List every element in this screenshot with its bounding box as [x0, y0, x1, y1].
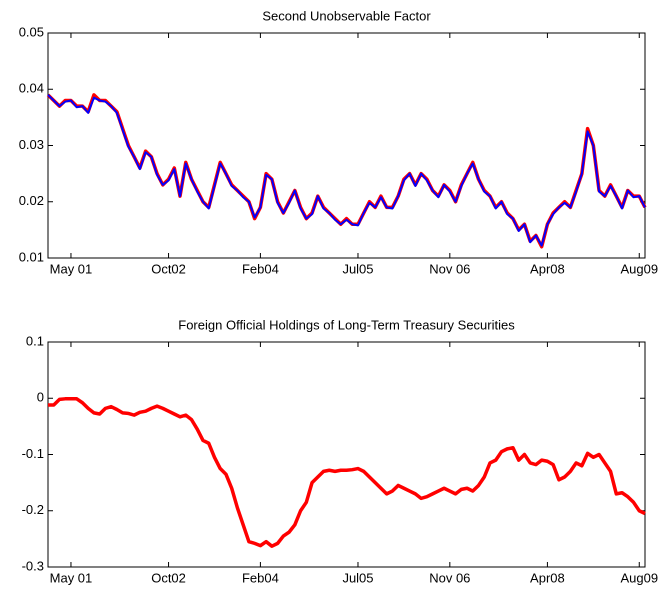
data-line	[47, 94, 646, 247]
plot-area	[47, 32, 646, 259]
plot-area	[47, 341, 646, 568]
x-tick-label: Oct02	[151, 261, 186, 276]
y-tick-label: 0.03	[19, 137, 44, 152]
x-tick-label: Aug09	[620, 570, 658, 585]
x-tick-label: Nov 06	[429, 261, 470, 276]
x-tick-label: Feb04	[242, 570, 279, 585]
y-tick-label: 0.1	[26, 333, 44, 348]
x-tick-label: Oct02	[151, 570, 186, 585]
y-tick-label: 0.02	[19, 193, 44, 208]
x-tick-label: May 01	[50, 261, 93, 276]
y-tick-label: -0.2	[22, 502, 44, 517]
x-tick-label: Jul05	[342, 261, 373, 276]
y-tick-label: 0.05	[19, 24, 44, 39]
x-tick-label: Aug09	[620, 261, 658, 276]
data-line	[48, 397, 646, 548]
y-tick-label: 0.01	[19, 249, 44, 264]
x-tick-label: May 01	[50, 570, 93, 585]
chart-title: Second Unobservable Factor	[262, 8, 431, 23]
x-tick-label: Apr08	[530, 261, 565, 276]
y-tick-label: -0.1	[22, 446, 44, 461]
x-tick-label: Jul05	[342, 570, 373, 585]
y-tick-label: 0	[37, 390, 44, 405]
y-tick-label: 0.04	[19, 81, 44, 96]
x-tick-label: Nov 06	[429, 570, 470, 585]
y-tick-label: -0.3	[22, 558, 44, 573]
x-tick-label: Feb04	[242, 261, 279, 276]
x-tick-label: Apr08	[530, 570, 565, 585]
chart-title: Foreign Official Holdings of Long-Term T…	[178, 317, 515, 332]
